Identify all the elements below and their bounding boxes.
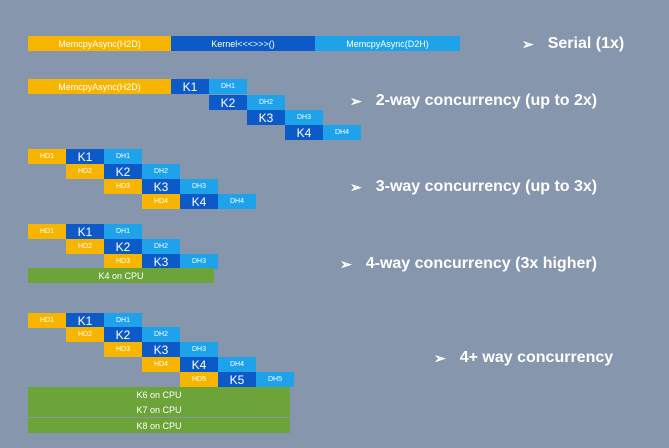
block-d2h: DH2 — [142, 327, 180, 342]
block-d2h: DH1 — [104, 224, 142, 239]
block-d2h: DH2 — [142, 239, 180, 254]
section-label-text: 4+ way concurrency — [459, 349, 614, 366]
block-kernel: K3 — [142, 342, 180, 357]
block-cpu: K6 on CPU — [28, 387, 290, 402]
block-h2d: HD3 — [104, 254, 142, 269]
block-d2h: DH4 — [323, 125, 361, 140]
block-cpu: K8 on CPU — [28, 418, 290, 433]
block-kernel: K1 — [66, 224, 104, 239]
block-kernel: K1 — [66, 149, 104, 164]
block-d2h: DH1 — [209, 79, 247, 94]
section-label-text: Serial (1x) — [547, 35, 625, 52]
block-kernel: K3 — [247, 110, 285, 125]
block-d2h: MemcpyAsync(D2H) — [315, 36, 460, 51]
block-kernel: K2 — [209, 95, 247, 110]
block-d2h: DH2 — [247, 95, 285, 110]
arrow-bullet-icon: ➢ — [434, 349, 446, 366]
block-d2h: DH4 — [218, 357, 256, 372]
block-d2h: DH3 — [180, 254, 218, 269]
section-label: ➢ Serial (1x) — [522, 33, 624, 55]
block-kernel: K2 — [104, 164, 142, 179]
block-kernel: K3 — [142, 179, 180, 194]
block-d2h: DH1 — [104, 313, 142, 328]
block-kernel: K3 — [142, 254, 180, 269]
arrow-bullet-icon: ➢ — [340, 255, 352, 272]
block-d2h: DH5 — [256, 372, 294, 387]
block-h2d: HD1 — [28, 313, 66, 328]
block-h2d: HD4 — [142, 194, 180, 209]
arrow-bullet-icon: ➢ — [350, 178, 362, 195]
section-label: ➢ 3-way concurrency (up to 3x) — [350, 176, 597, 198]
block-kernel: K5 — [218, 372, 256, 387]
block-cpu: K7 on CPU — [28, 402, 290, 417]
block-kernel: K2 — [104, 327, 142, 342]
block-d2h: DH2 — [142, 164, 180, 179]
arrow-bullet-icon: ➢ — [522, 35, 534, 52]
block-kernel: K1 — [66, 313, 104, 328]
block-kernel: K2 — [104, 239, 142, 254]
block-h2d: HD5 — [180, 372, 218, 387]
block-kernel: K4 — [285, 125, 323, 140]
block-kernel: K1 — [171, 79, 209, 94]
section-label-text: 4-way concurrency (3x higher) — [365, 255, 597, 272]
block-d2h: DH1 — [104, 149, 142, 164]
block-h2d: HD2 — [66, 327, 104, 342]
block-h2d: MemcpyAsync(H2D) — [28, 79, 171, 94]
block-h2d: HD4 — [142, 357, 180, 372]
block-d2h: DH3 — [285, 110, 323, 125]
section-label-text: 3-way concurrency (up to 3x) — [375, 178, 598, 195]
block-kernel: K4 — [180, 194, 218, 209]
block-d2h: DH3 — [180, 342, 218, 357]
arrow-bullet-icon: ➢ — [350, 92, 362, 109]
block-d2h: DH4 — [218, 194, 256, 209]
block-h2d: HD1 — [28, 149, 66, 164]
block-h2d: HD1 — [28, 224, 66, 239]
block-cpu: K4 on CPU — [28, 268, 214, 283]
block-h2d: HD3 — [104, 179, 142, 194]
block-h2d: MemcpyAsync(H2D) — [28, 36, 171, 51]
block-h2d: HD3 — [104, 342, 142, 357]
block-h2d: HD2 — [66, 164, 104, 179]
section-label: ➢ 2-way concurrency (up to 2x) — [350, 90, 597, 112]
section-label: ➢ 4-way concurrency (3x higher) — [340, 253, 597, 275]
section-label: ➢ 4+ way concurrency — [434, 347, 613, 369]
block-kernel: Kernel<<<>>>() — [171, 36, 315, 51]
section-label-text: 2-way concurrency (up to 2x) — [375, 92, 598, 109]
block-kernel: K4 — [180, 357, 218, 372]
block-h2d: HD2 — [66, 239, 104, 254]
block-d2h: DH3 — [180, 179, 218, 194]
